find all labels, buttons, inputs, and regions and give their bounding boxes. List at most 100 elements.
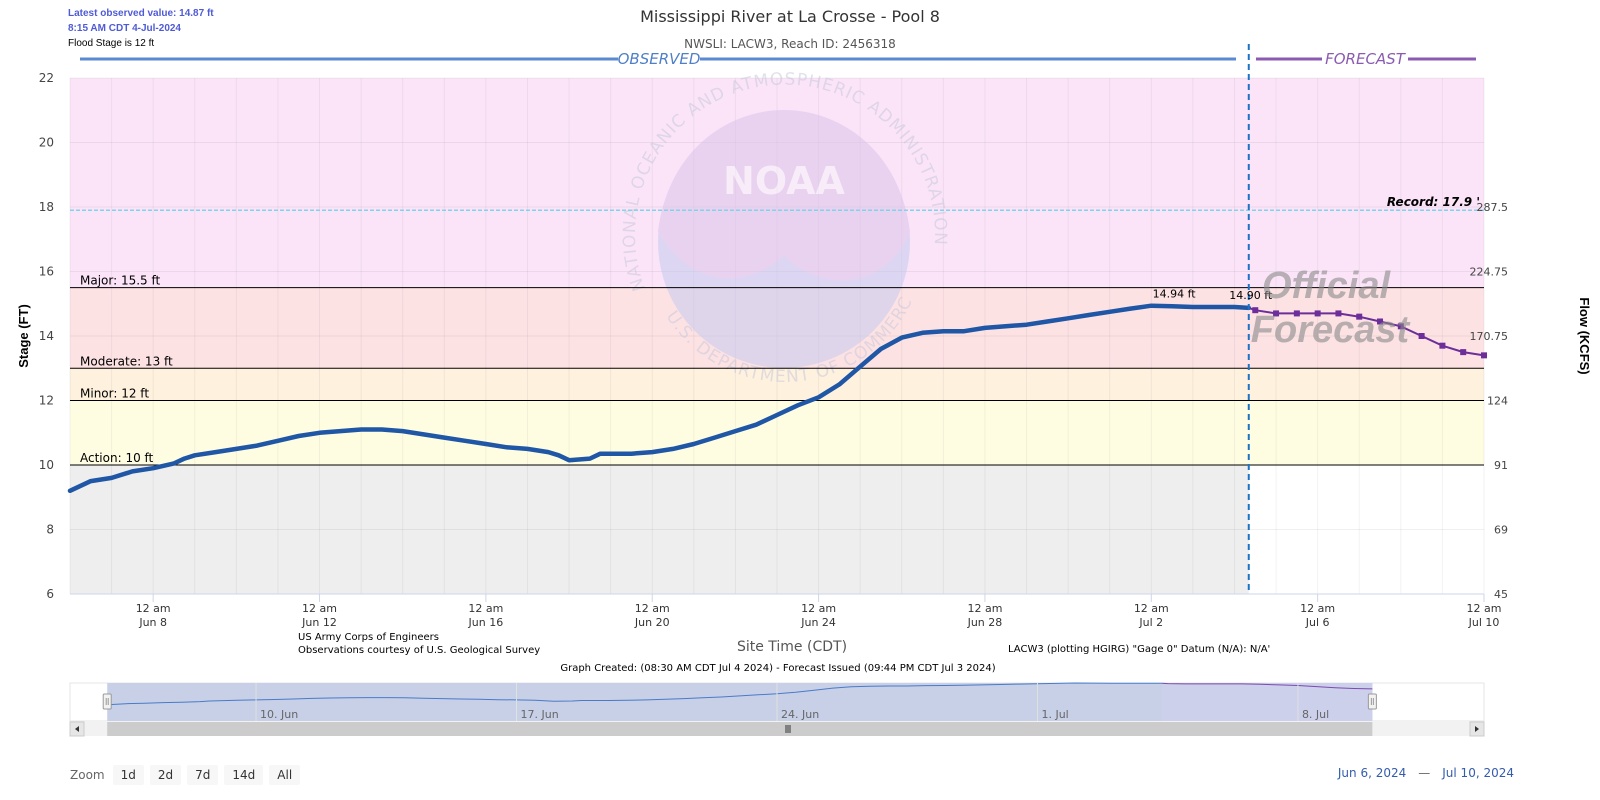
navigator-date-label: 8. Jul xyxy=(1302,708,1329,721)
forecast-point xyxy=(1314,310,1321,317)
scrollbar-grip-icon xyxy=(785,725,791,733)
forecast-point xyxy=(1335,310,1342,317)
x-tick-label-date: Jun 16 xyxy=(468,616,504,629)
x-tick-label-date: Jul 10 xyxy=(1468,616,1500,629)
range-separator: — xyxy=(1418,766,1431,780)
navigator-right-handle[interactable] xyxy=(1367,693,1377,710)
navigator-left-handle[interactable] xyxy=(102,693,112,710)
arrow-right-icon xyxy=(1475,726,1479,732)
navigator-selected-range[interactable] xyxy=(107,683,1373,721)
noaa-logo-text: NOAA xyxy=(723,159,845,203)
date-range-display: Jun 6, 2024 — Jul 10, 2024 xyxy=(1338,766,1514,780)
datum-note: LACW3 (plotting HGIRG) "Gage 0" Datum (N… xyxy=(1008,644,1270,655)
latest-observed-value: Latest observed value: 14.87 ft xyxy=(68,8,214,19)
x-tick-label-date: Jun 24 xyxy=(800,616,836,629)
x-tick-label-time: 12 am xyxy=(1300,602,1335,615)
official-forecast-watermark-line1: Official xyxy=(1262,265,1392,307)
point-label: 14.94 ft xyxy=(1153,288,1197,301)
y-tick-label: 16 xyxy=(39,265,54,279)
y-tick-label: 20 xyxy=(39,136,54,150)
x-tick-label-date: Jul 2 xyxy=(1138,616,1163,629)
forecast-point xyxy=(1481,352,1487,359)
forecast-point xyxy=(1460,349,1467,356)
x-tick-label-time: 12 am xyxy=(136,602,171,615)
observed-stage-line xyxy=(67,303,1252,494)
flood-stage-note: Flood Stage is 12 ft xyxy=(68,38,155,49)
threshold-label-action: Action: 10 ft xyxy=(80,451,154,465)
y-tick-label: 6 xyxy=(46,587,54,601)
x-tick-label-date: Jun 12 xyxy=(301,616,337,629)
y2-tick-label: 91 xyxy=(1494,459,1508,472)
zoom-7d-button[interactable]: 7d xyxy=(187,765,219,785)
y-tick-label: 18 xyxy=(39,200,54,214)
x-tick-label-date: Jul 6 xyxy=(1305,616,1330,629)
point-label: 14.90 ft xyxy=(1229,289,1273,302)
forecast-point xyxy=(1418,333,1425,339)
navigator-date-label: 10. Jun xyxy=(260,708,298,721)
y2-tick-label: 170.75 xyxy=(1470,330,1509,343)
latest-observed-time: 8:15 AM CDT 4-Jul-2024 xyxy=(68,23,181,34)
noaa-logo-bird-shape xyxy=(658,110,910,281)
observed-label: OBSERVED xyxy=(618,50,701,68)
y-tick-label: 22 xyxy=(39,71,54,85)
chart-subtitle: NWSLI: LACW3, Reach ID: 2456318 xyxy=(684,37,896,51)
y2-tick-label: 224.75 xyxy=(1470,266,1509,279)
y-tick-label: 12 xyxy=(39,394,54,408)
x-axis-title: Site Time (CDT) xyxy=(737,639,847,655)
chart-title: Mississippi River at La Crosse - Pool 8 xyxy=(640,7,940,26)
y-tick-label: 14 xyxy=(39,329,54,343)
forecast-point xyxy=(1293,310,1300,317)
x-tick-label-date: Jun 28 xyxy=(967,616,1003,629)
threshold-label-major: Major: 15.5 ft xyxy=(80,274,161,288)
navigator-scrollbar-thumb[interactable] xyxy=(107,722,1373,736)
x-tick-label-date: Jun 8 xyxy=(138,616,167,629)
threshold-label-minor: Minor: 12 ft xyxy=(80,387,149,401)
credit-usgs: Observations courtesy of U.S. Geological… xyxy=(298,645,540,656)
arrow-left-icon xyxy=(75,726,79,732)
forecast-point xyxy=(1377,318,1384,325)
y-tick-label: 10 xyxy=(39,458,54,472)
forecast-point xyxy=(1439,342,1446,349)
x-tick-label-time: 12 am xyxy=(801,602,836,615)
graph-created-note: Graph Created: (08:30 AM CDT Jul 4 2024)… xyxy=(560,663,995,674)
forecast-point xyxy=(1273,310,1280,317)
credit-usace: US Army Corps of Engineers xyxy=(298,632,439,643)
record-label: Record: 17.9 ' xyxy=(1387,195,1480,209)
navigator-forecast-range xyxy=(1161,683,1373,721)
forecast-label: FORECAST xyxy=(1325,50,1407,68)
navigator-date-label: 24. Jun xyxy=(781,708,819,721)
zoom-14d-button[interactable]: 14d xyxy=(224,765,264,785)
zoom-controls: Zoom 1d 2d 7d 14d All xyxy=(70,765,306,785)
y-tick-label: 8 xyxy=(46,523,54,537)
zoom-all-button[interactable]: All xyxy=(269,765,301,785)
zoom-1d-button[interactable]: 1d xyxy=(112,765,144,785)
y2-tick-label: 45 xyxy=(1494,588,1508,601)
official-forecast-watermark-line2: Forecast xyxy=(1251,309,1411,351)
y-axis-title: Stage (FT) xyxy=(16,304,31,368)
x-tick-label-time: 12 am xyxy=(967,602,1002,615)
x-tick-label-time: 12 am xyxy=(1467,602,1502,615)
x-tick-label-time: 12 am xyxy=(1134,602,1169,615)
x-tick-label-date: Jun 20 xyxy=(634,616,670,629)
y2-axis-title: Flow (KCFS) xyxy=(1577,297,1592,374)
navigator-date-label: 17. Jun xyxy=(521,708,559,721)
forecast-point xyxy=(1397,323,1404,330)
y2-tick-label: 69 xyxy=(1494,524,1508,537)
y2-tick-label: 287.5 xyxy=(1477,201,1509,214)
navigator-observed-line xyxy=(107,682,1162,706)
x-tick-label-time: 12 am xyxy=(635,602,670,615)
zoom-2d-button[interactable]: 2d xyxy=(149,765,182,785)
range-from[interactable]: Jun 6, 2024 xyxy=(1337,766,1407,780)
x-tick-label-time: 12 am xyxy=(302,602,337,615)
zoom-label: Zoom xyxy=(70,768,105,782)
range-to[interactable]: Jul 10, 2024 xyxy=(1442,766,1514,780)
threshold-label-moderate: Moderate: 13 ft xyxy=(80,354,173,368)
forecast-point xyxy=(1252,307,1259,314)
navigator-date-label: 1. Jul xyxy=(1041,708,1068,721)
normal-band xyxy=(70,465,1249,594)
x-tick-label-time: 12 am xyxy=(468,602,503,615)
navigator-forecast-line xyxy=(1161,682,1373,690)
forecast-point xyxy=(1356,313,1363,320)
y2-tick-label: 124 xyxy=(1487,395,1508,408)
